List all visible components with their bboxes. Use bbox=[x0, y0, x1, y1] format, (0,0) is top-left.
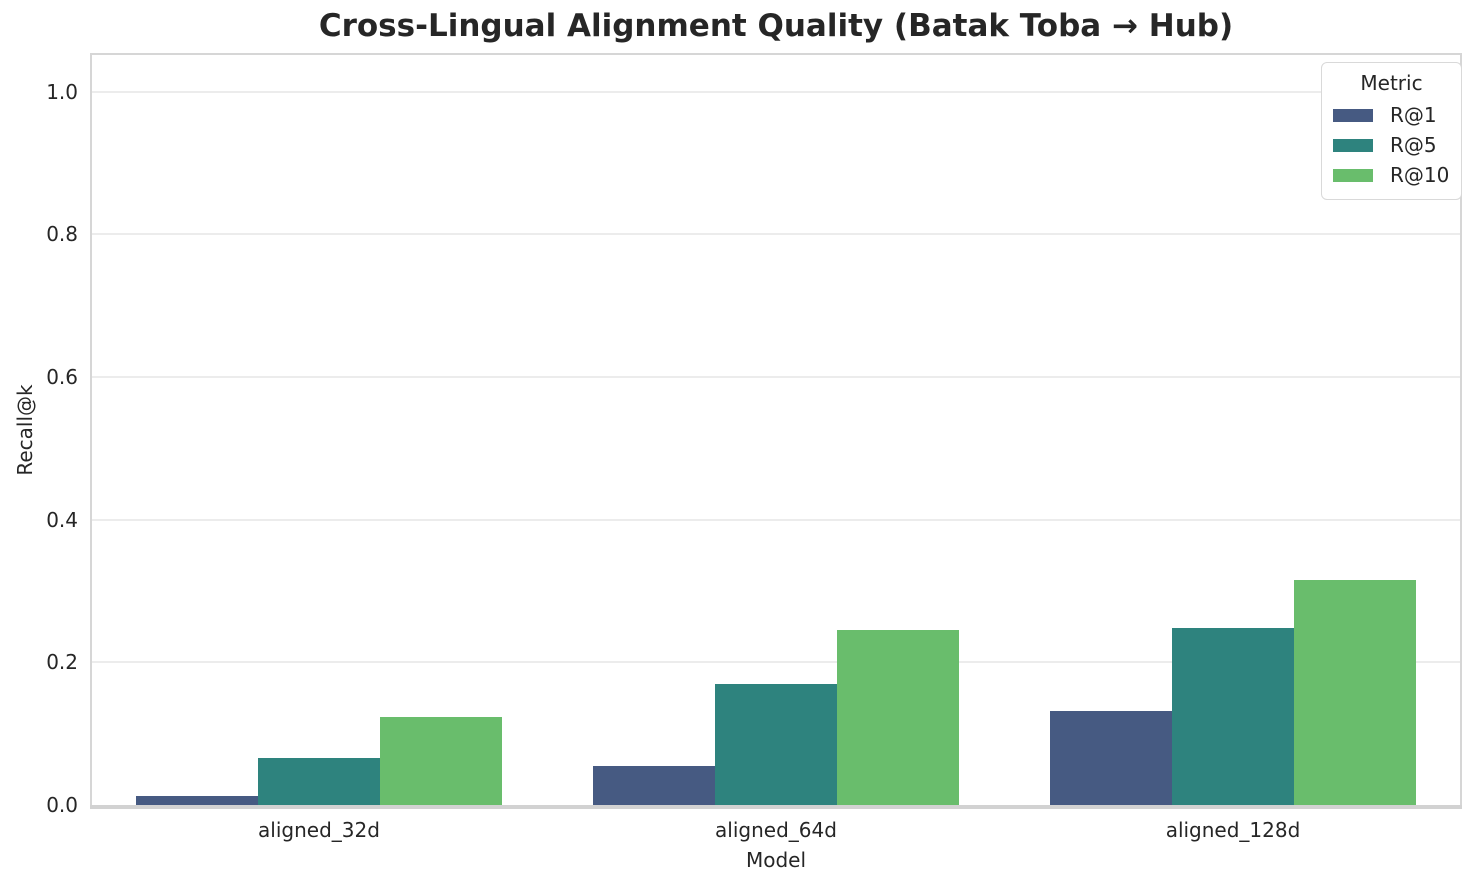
bar-aligned_128d-R@10 bbox=[1294, 579, 1416, 805]
legend-entries: R@1 R@5 R@10 bbox=[1330, 100, 1453, 190]
bar-aligned_32d-R@1 bbox=[136, 796, 258, 805]
plot-area bbox=[90, 53, 1462, 805]
legend-entry-R@5: R@5 bbox=[1330, 130, 1453, 160]
gridline-y-0.8 bbox=[90, 233, 1462, 236]
x-tick-label: aligned_64d bbox=[715, 818, 837, 842]
bar-aligned_128d-R@1 bbox=[1050, 710, 1172, 805]
legend-entry-label: R@10 bbox=[1390, 163, 1450, 187]
legend-entry-label: R@5 bbox=[1390, 133, 1437, 157]
x-tick-label: aligned_128d bbox=[1165, 818, 1301, 842]
legend-entry-R@1: R@1 bbox=[1330, 100, 1453, 130]
x-tick-label: aligned_32d bbox=[258, 818, 380, 842]
legend-swatch-R@5 bbox=[1333, 138, 1373, 152]
y-tick-label: 0.6 bbox=[46, 364, 78, 389]
bar-aligned_32d-R@10 bbox=[380, 717, 502, 805]
plot-spine-top bbox=[90, 53, 1462, 55]
legend-entry-label: R@1 bbox=[1390, 103, 1437, 127]
bar-aligned_64d-R@10 bbox=[837, 630, 959, 805]
y-tick-label: 0.4 bbox=[46, 507, 78, 532]
gridline-y-0.4 bbox=[90, 518, 1462, 521]
legend: Metric R@1 R@5 R@10 bbox=[1321, 62, 1462, 200]
plot-spine-right bbox=[1460, 53, 1462, 805]
y-tick-label: 1.0 bbox=[46, 79, 78, 104]
gridline-y-0.2 bbox=[90, 661, 1462, 664]
y-axis-line bbox=[90, 53, 92, 805]
legend-entry-R@10: R@10 bbox=[1330, 160, 1453, 190]
gridline-y-1.0 bbox=[90, 90, 1462, 93]
x-axis-line bbox=[90, 805, 1462, 809]
bar-aligned_64d-R@1 bbox=[593, 766, 715, 805]
y-tick-label: 0.2 bbox=[46, 650, 78, 675]
chart-title: Cross-Lingual Alignment Quality (Batak T… bbox=[318, 8, 1234, 44]
legend-swatch-R@10 bbox=[1333, 168, 1373, 182]
y-tick-label: 0.0 bbox=[46, 793, 78, 817]
bar-aligned_32d-R@5 bbox=[258, 757, 380, 805]
y-axis-label: Recall@k bbox=[13, 384, 37, 476]
bar-aligned_128d-R@5 bbox=[1172, 628, 1294, 805]
gridline-y-0.6 bbox=[90, 375, 1462, 378]
bar-aligned_64d-R@5 bbox=[715, 683, 837, 805]
x-axis-label: Model bbox=[745, 848, 807, 872]
legend-title: Metric bbox=[1360, 71, 1423, 95]
legend-swatch-R@1 bbox=[1333, 108, 1373, 122]
y-tick-label: 0.8 bbox=[46, 222, 78, 247]
